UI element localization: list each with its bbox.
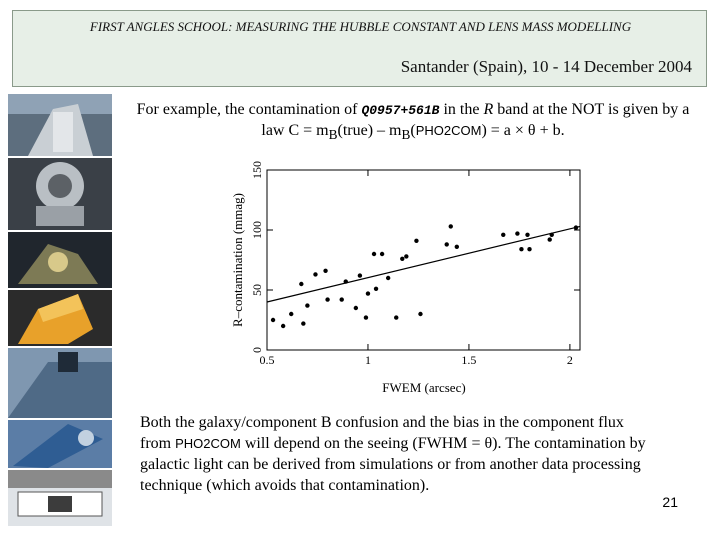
data-point — [404, 254, 409, 259]
data-point — [365, 291, 371, 296]
venue-dates: Santander (Spain), 10 - 14 December 2004 — [400, 57, 692, 76]
data-point — [418, 311, 423, 317]
data-point — [549, 232, 554, 237]
intro-text-4: (true) – m — [337, 122, 402, 139]
data-point — [363, 315, 369, 320]
intro-text-3: band at the NOT is given by a law C = m — [261, 101, 690, 139]
telescope-photo-3 — [8, 232, 112, 288]
telescope-photo-2 — [8, 158, 112, 230]
data-point — [525, 232, 530, 237]
body-paragraph: Both the galaxy/component B confusion an… — [140, 412, 650, 496]
telescope-photo-6 — [8, 420, 112, 468]
subscript-b-2: B — [401, 127, 411, 143]
data-point — [385, 275, 391, 281]
y-tick-label: 0 — [250, 347, 264, 353]
x-axis-label: FWEM (arcsec) — [382, 380, 465, 395]
intro-text-1: For example, the contamination of — [136, 101, 362, 118]
y-tick-label: 50 — [250, 284, 264, 296]
telescope-photo-5 — [8, 348, 112, 418]
x-tick-label: 2 — [567, 353, 573, 367]
band-name: R — [483, 101, 494, 118]
body-text-1: Both the galaxy/component B confusion an… — [140, 414, 624, 452]
data-point — [305, 303, 310, 308]
data-point — [501, 232, 506, 237]
fit-line — [266, 225, 581, 303]
body-text-2: will depend on the seeing (FWHM = θ). Th… — [140, 435, 646, 494]
data-point — [325, 297, 330, 302]
telescope-photo-1 — [8, 94, 112, 156]
data-point — [519, 247, 524, 252]
data-point — [280, 323, 286, 329]
slide-header: FIRST ANGLES SCHOOL: MEASURING THE HUBBL… — [12, 10, 707, 87]
plot-frame — [266, 169, 581, 351]
pho2com-code: PHO2COM — [415, 123, 482, 138]
data-point — [357, 273, 363, 278]
data-point — [547, 237, 552, 242]
intro-text-2: in the — [439, 101, 484, 118]
data-point — [394, 315, 399, 320]
data-point — [515, 231, 520, 236]
intro-text-6: ) = a × θ + b. — [481, 122, 565, 139]
data-point — [573, 225, 579, 230]
data-point — [379, 251, 385, 257]
y-tick-label: 100 — [250, 221, 264, 239]
data-point — [353, 305, 359, 311]
data-point — [414, 238, 419, 243]
data-point — [299, 281, 304, 287]
data-point — [371, 251, 377, 257]
data-point — [301, 321, 306, 326]
contamination-scatter-chart: 0.5 1 1.5 2 0 50 100 150 FWEM (arcsec) R–conta… — [230, 161, 581, 395]
data-point — [343, 279, 348, 284]
telescope-photo-strip — [8, 94, 112, 526]
data-point — [527, 247, 532, 252]
telescope-photo-4 — [8, 290, 112, 346]
data-point — [323, 268, 328, 273]
data-point — [448, 224, 453, 229]
school-title: FIRST ANGLES SCHOOL: MEASURING THE HUBBL… — [89, 19, 632, 34]
page-number: 21 — [662, 494, 678, 510]
data-point — [373, 286, 379, 291]
y-axis-label: R–contamination (mmag) — [230, 193, 245, 327]
x-tick-label: 1 — [365, 353, 371, 367]
object-name: Q0957+561B — [361, 103, 440, 118]
data-point — [454, 244, 460, 249]
data-point — [313, 272, 318, 277]
data-point — [270, 317, 276, 323]
data-point — [400, 256, 405, 261]
subscript-b-1: B — [328, 127, 338, 143]
data-point — [339, 297, 344, 302]
intro-paragraph: For example, the contamination of Q0957+… — [128, 100, 698, 145]
data-point — [289, 311, 294, 317]
telescope-photo-7 — [8, 470, 112, 526]
intro-text-5: ( — [410, 122, 416, 139]
y-tick-label: 150 — [250, 161, 264, 179]
x-tick-label: 0.5 — [260, 353, 275, 367]
body-code: PHO2COM — [175, 436, 241, 451]
data-point — [444, 242, 449, 247]
x-tick-label: 1.5 — [461, 353, 476, 367]
